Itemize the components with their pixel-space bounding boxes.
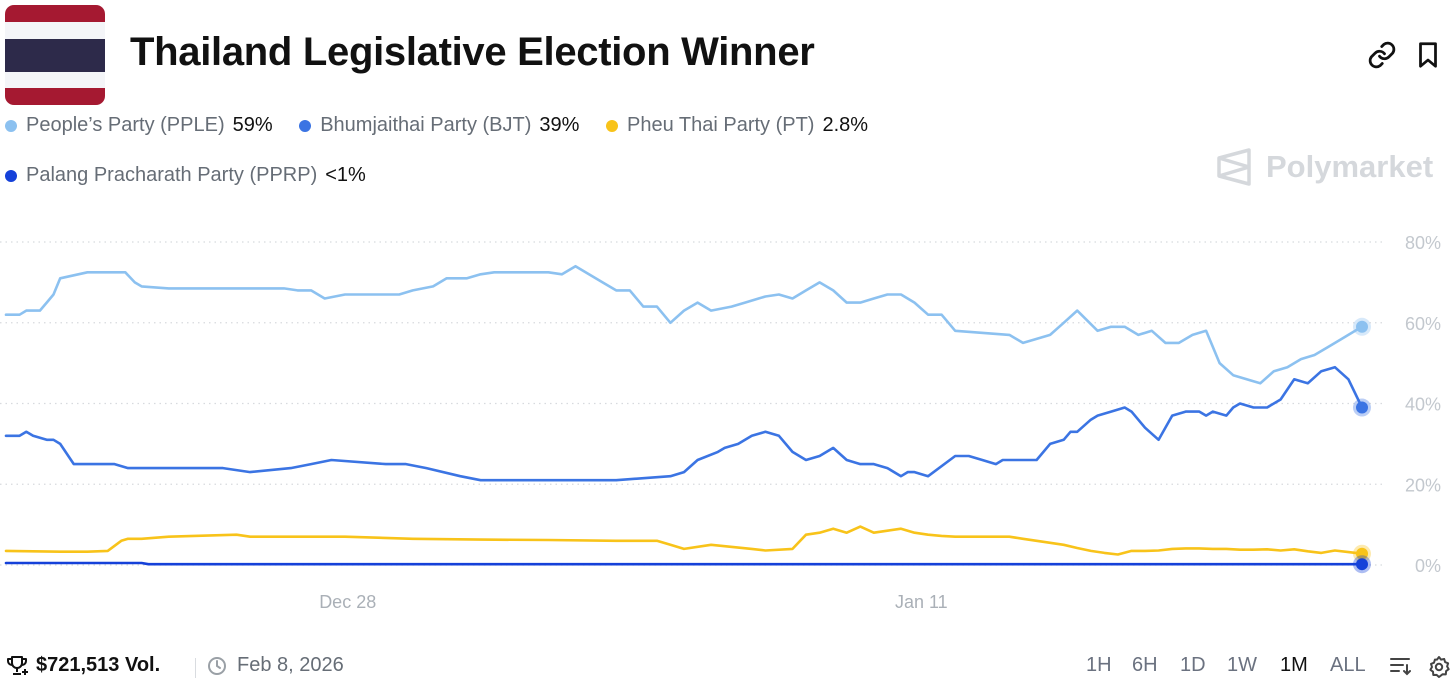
footer-divider bbox=[195, 658, 196, 678]
range-1d[interactable]: 1D bbox=[1180, 654, 1206, 676]
series-end-dot bbox=[1356, 401, 1368, 414]
range-1w[interactable]: 1W bbox=[1227, 654, 1257, 676]
flag-stripe-top bbox=[5, 5, 105, 22]
legend-dot-icon bbox=[5, 169, 17, 182]
line-chart[interactable]: 80% 60% 40% 20% 0% Dec 28 Jan 11 bbox=[0, 225, 1456, 620]
volume-value: $721,513 Vol. bbox=[36, 654, 161, 676]
range-6h[interactable]: 6H bbox=[1132, 654, 1158, 676]
legend-label: Palang Pracharath Party (PPRP) bbox=[26, 164, 318, 186]
y-tick-label: 80% bbox=[1405, 233, 1441, 253]
chart-footer: $721,513 Vol. Feb 8, 2026 1H 6H 1D 1W 1M… bbox=[0, 650, 1456, 684]
y-axis-labels: 80% 60% 40% 20% 0% bbox=[1405, 233, 1441, 576]
series-line-0 bbox=[4, 264, 1364, 385]
range-1m[interactable]: 1M bbox=[1280, 654, 1308, 676]
legend-label: Pheu Thai Party (PT) bbox=[626, 114, 815, 136]
legend-dot-icon bbox=[605, 119, 618, 132]
settings-gear-icon[interactable] bbox=[1427, 655, 1451, 679]
chart-grid bbox=[0, 241, 1385, 566]
legend-value: 59% bbox=[232, 114, 273, 136]
page-title: Thailand Legislative Election Winner bbox=[130, 30, 815, 74]
legend-item-pt: Pheu Thai Party (PT) 2.8% bbox=[601, 114, 868, 137]
range-1h[interactable]: 1H bbox=[1086, 654, 1112, 676]
legend-value: <1% bbox=[325, 164, 366, 186]
trophy-icon bbox=[7, 655, 28, 675]
legend-row-1: People’s Party (PPLE) 59% Bhumjaithai Pa… bbox=[0, 114, 884, 138]
end-date-info: Feb 8, 2026 bbox=[207, 654, 344, 677]
flag-stripe-bottom bbox=[5, 88, 105, 105]
watermark-text: Polymarket bbox=[1266, 149, 1434, 184]
y-tick-label: 20% bbox=[1405, 475, 1441, 495]
x-tick-label: Jan 11 bbox=[895, 592, 948, 612]
x-tick-label: Dec 28 bbox=[319, 592, 376, 612]
series-end-dot bbox=[1356, 320, 1368, 333]
polymarket-watermark: Polymarket bbox=[1216, 148, 1433, 186]
legend-label: Bhumjaithai Party (BJT) bbox=[320, 114, 532, 136]
series-end-dot bbox=[1356, 547, 1368, 560]
range-all[interactable]: ALL bbox=[1330, 654, 1366, 676]
polymarket-logo-icon bbox=[1217, 148, 1251, 186]
legend-row-2: Palang Pracharath Party (PPRP) <1% bbox=[0, 164, 382, 188]
y-tick-label: 60% bbox=[1405, 314, 1441, 334]
flag-stripe-center bbox=[5, 39, 105, 72]
thailand-flag bbox=[5, 5, 105, 105]
filter-sort-icon[interactable] bbox=[1389, 655, 1413, 677]
x-axis-labels: Dec 28 Jan 11 bbox=[319, 592, 947, 612]
volume-info: $721,513 Vol. bbox=[6, 654, 160, 677]
legend-label: People’s Party (PPLE) bbox=[26, 114, 225, 136]
series-line-1 bbox=[4, 365, 1364, 482]
flag-stripe-lower-white bbox=[5, 72, 105, 88]
chart-end-dots bbox=[1353, 317, 1371, 574]
flag-stripe-upper-white bbox=[5, 22, 105, 39]
legend-item-pple: People’s Party (PPLE) 59% bbox=[0, 114, 273, 137]
bookmark-icon[interactable] bbox=[1413, 40, 1443, 70]
series-end-dot bbox=[1356, 558, 1368, 571]
legend-value: 2.8% bbox=[822, 114, 869, 136]
legend-dot-icon bbox=[299, 119, 312, 132]
series-line-2 bbox=[4, 525, 1364, 556]
legend-item-pprp: Palang Pracharath Party (PPRP) <1% bbox=[0, 164, 366, 187]
end-date: Feb 8, 2026 bbox=[237, 654, 344, 676]
link-icon[interactable] bbox=[1367, 40, 1397, 70]
y-tick-label: 40% bbox=[1405, 395, 1441, 415]
clock-icon bbox=[208, 656, 226, 675]
series-line-3 bbox=[4, 561, 1364, 566]
chart-lines bbox=[4, 264, 1364, 566]
legend-item-bjt: Bhumjaithai Party (BJT) 39% bbox=[294, 114, 579, 137]
y-tick-label: 0% bbox=[1415, 556, 1441, 576]
legend-dot-icon bbox=[5, 119, 17, 132]
legend-value: 39% bbox=[539, 114, 580, 136]
